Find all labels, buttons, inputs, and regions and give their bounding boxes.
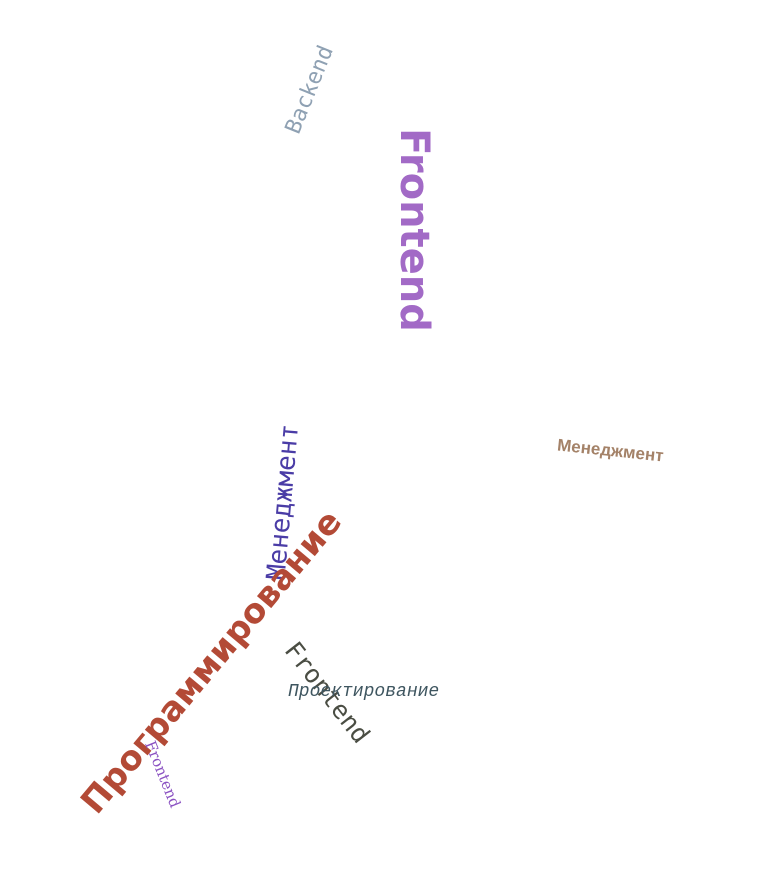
word-management-right: Менеджмент (556, 435, 665, 466)
word-frontend-small: Frontend (141, 738, 185, 811)
word-backend: Backend (280, 42, 339, 138)
word-design: Проектирование (288, 682, 440, 702)
word-frontend-large: Frontend (390, 128, 437, 332)
